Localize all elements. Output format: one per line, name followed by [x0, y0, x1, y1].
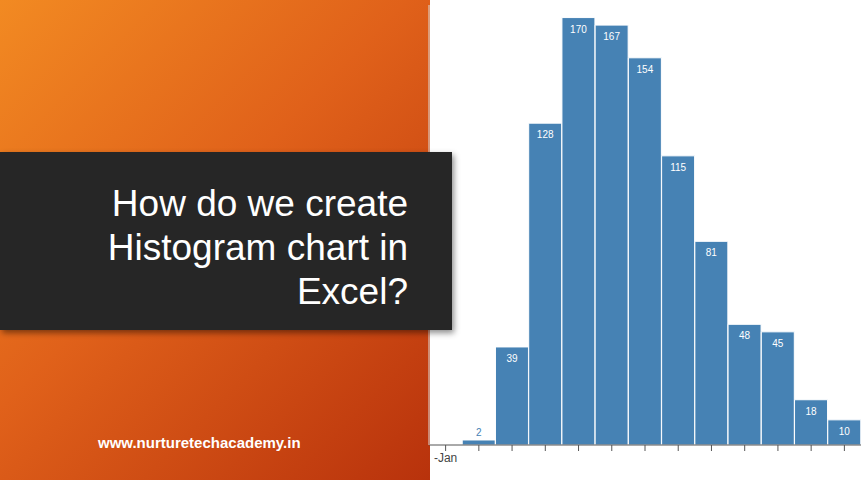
- svg-text:167: 167: [603, 31, 620, 42]
- svg-text:48: 48: [739, 330, 751, 341]
- html-text:www.nurturetechacademy.in: www.nurturetechacademy.in: [98, 434, 301, 451]
- svg-text:170: 170: [570, 24, 587, 35]
- svg-text:2: 2: [476, 427, 482, 438]
- html-text:Histogram chart in: Histogram chart in: [107, 227, 408, 268]
- svg-text:81: 81: [706, 247, 718, 258]
- svg-text:-Jan: -Jan: [434, 451, 457, 465]
- svg-text:39: 39: [506, 353, 518, 364]
- html-text:How do we create: How do we create: [111, 183, 408, 224]
- svg-text:154: 154: [637, 64, 654, 75]
- svg-text:10: 10: [839, 426, 851, 437]
- svg-text:128: 128: [537, 129, 554, 140]
- svg-text:115: 115: [670, 162, 686, 173]
- svg-text:45: 45: [772, 338, 784, 349]
- svg-text:18: 18: [805, 406, 817, 417]
- html-text:Excel?: Excel?: [296, 271, 408, 312]
